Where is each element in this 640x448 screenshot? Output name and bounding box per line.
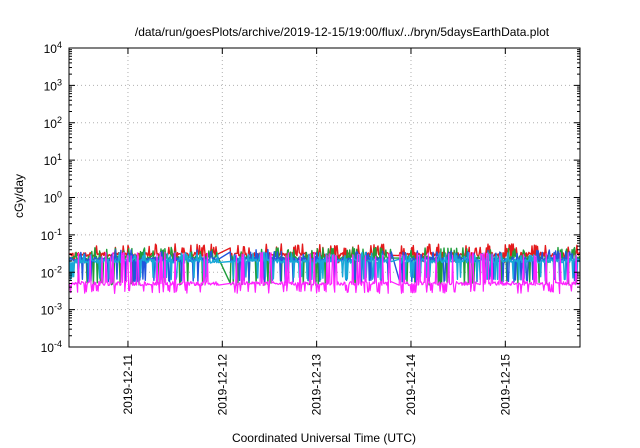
x-tick-label: 2019-12-11 (121, 354, 135, 415)
chart-title: /data/run/goesPlots/archive/2019-12-15/1… (135, 25, 550, 39)
y-tick-label: 10-1 (41, 227, 62, 243)
y-tick-label: 102 (44, 115, 62, 131)
x-tick-label: 2019-12-13 (310, 354, 324, 416)
x-tick-label: 2019-12-12 (215, 354, 229, 416)
y-tick-label: 101 (44, 152, 62, 168)
x-tick-label: 2019-12-14 (404, 354, 418, 416)
x-tick-label: 2019-12-15 (498, 354, 512, 416)
y-tick-label: 103 (44, 77, 62, 93)
y-tick-label: 10-3 (41, 302, 62, 318)
series-line-5 (68, 251, 581, 295)
y-axis-label: cGy/day (12, 174, 26, 218)
y-tick-label: 10-2 (41, 264, 62, 280)
x-axis-label: Coordinated Universal Time (UTC) (232, 431, 416, 445)
y-tick-label: 10-4 (41, 339, 62, 355)
series-layer (68, 243, 581, 295)
x-ticks: 2019-12-11 2019-12-12 2019-12-13 2019-12-14… (121, 48, 512, 415)
y-tick-label: 100 (44, 190, 62, 206)
grid (69, 48, 580, 347)
y-tick-label: 104 (44, 40, 62, 56)
y-ticks: 10-4 10-3 10-2 10-1 100 101 102 103 104 (41, 40, 580, 355)
